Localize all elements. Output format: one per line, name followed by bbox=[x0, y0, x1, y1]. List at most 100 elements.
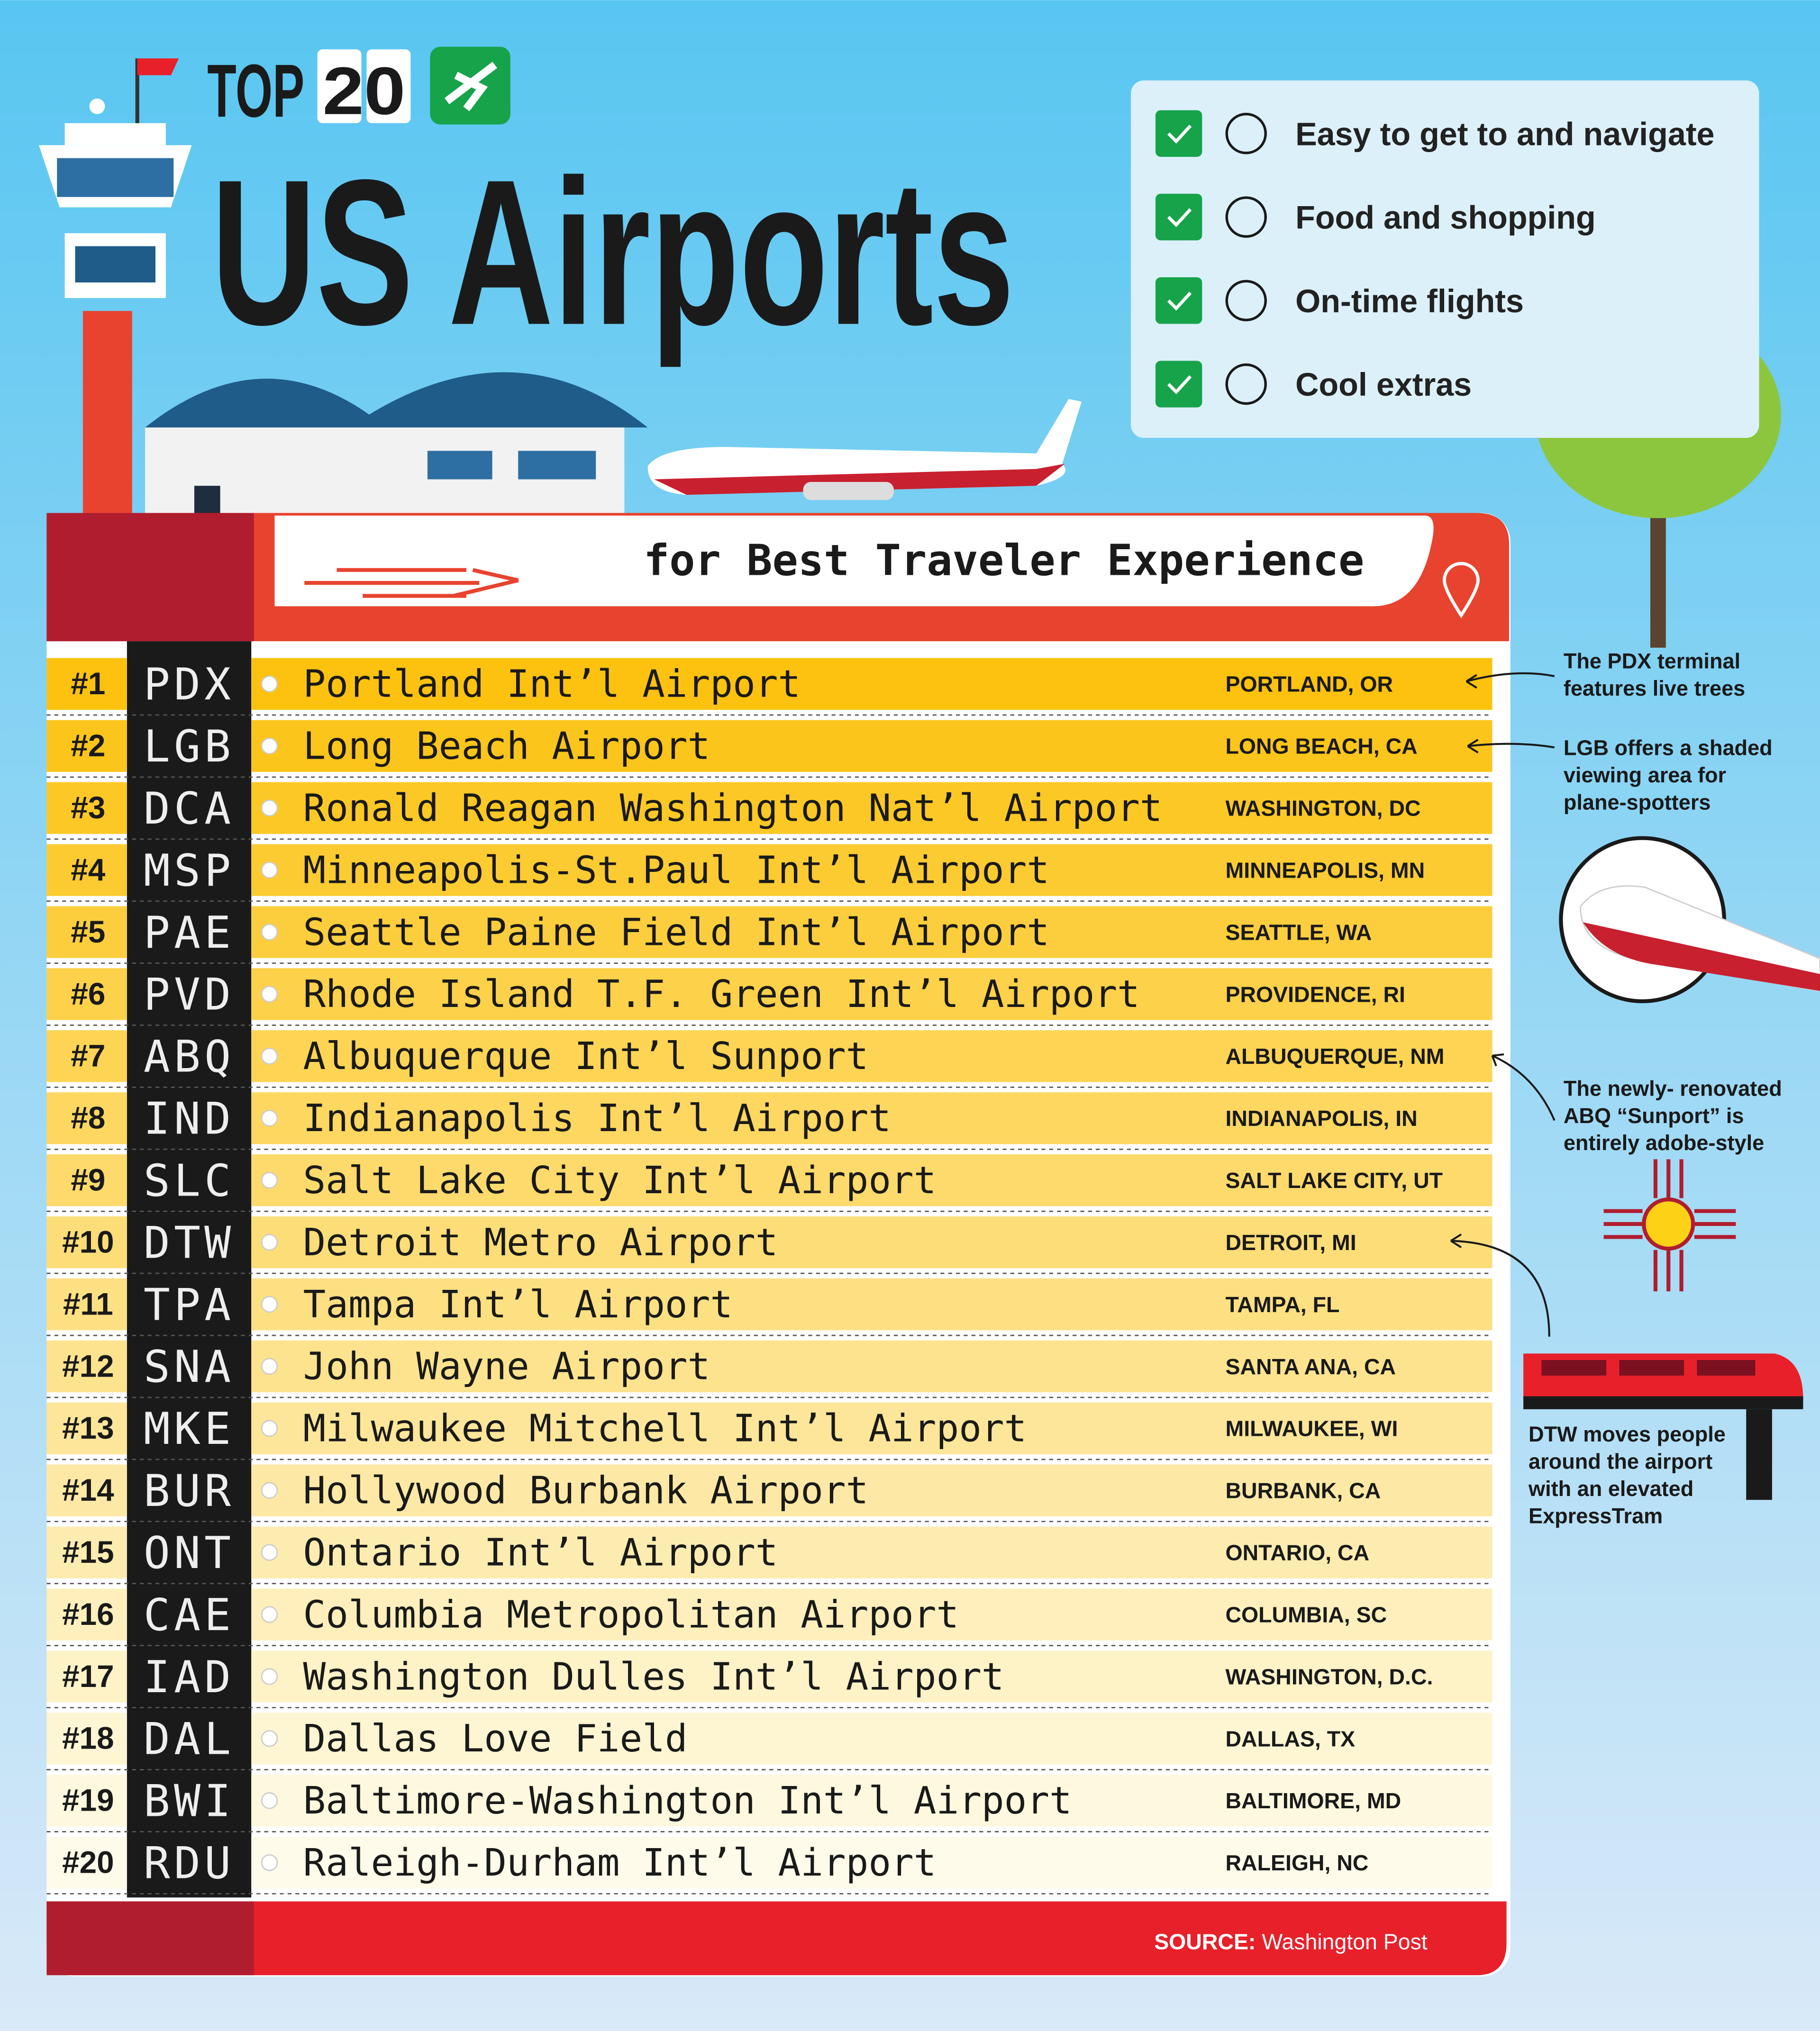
annotation-line: plane-spotters bbox=[1564, 790, 1711, 814]
airport-name: John Wayne Airport bbox=[303, 1344, 710, 1388]
annotation-line: with an elevated bbox=[1528, 1477, 1693, 1501]
criteria-icon bbox=[1225, 363, 1267, 405]
row-band bbox=[46, 1278, 127, 1331]
subtitle-tab bbox=[274, 516, 1434, 607]
annotation-line: entirely adobe-style bbox=[1564, 1131, 1764, 1155]
rank: #7 bbox=[71, 1039, 105, 1073]
criteria-label: Food and shopping bbox=[1295, 200, 1596, 236]
hole bbox=[261, 1482, 278, 1499]
row-band bbox=[251, 906, 1492, 958]
hole bbox=[261, 861, 278, 879]
hole bbox=[261, 1171, 278, 1189]
airport-name: Long Beach Airport bbox=[303, 724, 710, 768]
plane-porthole bbox=[1559, 836, 1820, 1004]
checkbox bbox=[1155, 193, 1202, 241]
control-tower bbox=[38, 58, 192, 531]
annotation: The PDX terminal features live trees bbox=[1564, 649, 1745, 700]
row-band bbox=[46, 1402, 127, 1454]
checkmark bbox=[1167, 125, 1192, 144]
hole bbox=[261, 737, 278, 755]
source-label: SOURCE: bbox=[1154, 1930, 1256, 1954]
location: SALT LAKE CITY, UT bbox=[1226, 1168, 1443, 1193]
rank: #15 bbox=[62, 1535, 114, 1569]
row-band bbox=[251, 1216, 1492, 1269]
checkbox bbox=[1155, 361, 1202, 408]
code-column bbox=[127, 641, 252, 1898]
row-band bbox=[251, 1092, 1492, 1144]
airport-name: Ronald Reagan Washington Nat’l Airport bbox=[303, 786, 1163, 830]
hole bbox=[261, 986, 278, 1003]
airport-code: IAD bbox=[144, 1651, 235, 1703]
location: DETROIT, MI bbox=[1226, 1230, 1356, 1255]
airport-code: BUR bbox=[144, 1465, 235, 1516]
board-footer bbox=[46, 1901, 1507, 1976]
annotation-line: The newly- renovated bbox=[1564, 1076, 1782, 1100]
digit-box bbox=[366, 49, 411, 123]
row-band bbox=[46, 844, 127, 896]
hole bbox=[261, 1668, 278, 1685]
row-band bbox=[46, 1526, 127, 1578]
row-band bbox=[46, 1588, 127, 1641]
hole bbox=[261, 1792, 278, 1809]
rank: #18 bbox=[62, 1721, 114, 1756]
criteria-list: Easy to get to and navigate Food and shop… bbox=[1155, 110, 1715, 408]
criteria-panel bbox=[1130, 80, 1759, 438]
airport-code: LGB bbox=[144, 721, 235, 772]
airport-code: DTW bbox=[144, 1217, 235, 1268]
annotation-line: features live trees bbox=[1564, 676, 1745, 700]
criteria-label: Easy to get to and navigate bbox=[1295, 116, 1714, 152]
row-band bbox=[251, 1340, 1492, 1393]
annotation-line: around the airport bbox=[1529, 1450, 1712, 1474]
row-band bbox=[46, 968, 127, 1020]
location: LONG BEACH, CA bbox=[1226, 734, 1418, 759]
pin-icon bbox=[1442, 562, 1480, 618]
checkmark bbox=[1167, 291, 1192, 311]
airport-code: ABQ bbox=[144, 1031, 235, 1082]
row-band bbox=[251, 1030, 1492, 1082]
airport-name: Minneapolis-St.Paul Int’l Airport bbox=[303, 848, 1050, 892]
criteria-label: On-time flights bbox=[1295, 283, 1524, 319]
row-band bbox=[46, 1216, 127, 1269]
rank: #3 bbox=[71, 790, 105, 825]
location: WASHINGTON, D.C. bbox=[1226, 1664, 1433, 1689]
hole bbox=[261, 1233, 278, 1251]
location: COLUMBIA, SC bbox=[1226, 1602, 1387, 1627]
airport-code: MSP bbox=[144, 845, 235, 896]
row-band bbox=[251, 658, 1492, 710]
airport-name: Milwaukee Mitchell Int’l Airport bbox=[303, 1406, 1027, 1451]
row-band bbox=[46, 782, 127, 834]
airport-code: BWI bbox=[144, 1776, 235, 1827]
rank: #16 bbox=[62, 1597, 114, 1632]
checkmark bbox=[1167, 375, 1192, 394]
row-band bbox=[46, 1713, 127, 1765]
location: PORTLAND, OR bbox=[1226, 672, 1393, 697]
hole bbox=[261, 924, 278, 941]
location: BALTIMORE, MD bbox=[1226, 1788, 1401, 1813]
rank: #5 bbox=[71, 915, 105, 949]
checkmark bbox=[1167, 208, 1192, 227]
airport-name: Hollywood Burbank Airport bbox=[303, 1469, 869, 1513]
airport-code: DAL bbox=[144, 1714, 235, 1765]
airport-name: Dallas Love Field bbox=[303, 1716, 688, 1760]
airport-name: Indianapolis Int’l Airport bbox=[303, 1096, 892, 1140]
rank: #8 bbox=[71, 1101, 105, 1135]
rank: #17 bbox=[62, 1659, 114, 1694]
airport-name: Albuquerque Int’l Sunport bbox=[303, 1034, 869, 1078]
rank: #10 bbox=[62, 1224, 114, 1259]
airport-code: ONT bbox=[144, 1527, 235, 1578]
annotations: The PDX terminal features live trees LGB o… bbox=[1528, 649, 1782, 1528]
checkbox bbox=[1155, 277, 1202, 324]
location: TAMPA, FL bbox=[1226, 1292, 1340, 1317]
airport-name: Salt Lake City Int’l Airport bbox=[303, 1158, 937, 1202]
criteria-icon bbox=[1225, 280, 1267, 322]
airport-name: Baltimore-Washington Int’l Airport bbox=[303, 1778, 1072, 1822]
title: US Airports bbox=[211, 136, 1014, 370]
row-band bbox=[251, 1464, 1492, 1516]
row-band bbox=[251, 1775, 1492, 1827]
row-band bbox=[46, 1030, 127, 1082]
table: #1 PDX Portland Int’l Airport PORTLAND, OR #… bbox=[46, 658, 1492, 1895]
row-band bbox=[251, 720, 1492, 772]
annotation-arrows bbox=[1450, 672, 1556, 1337]
